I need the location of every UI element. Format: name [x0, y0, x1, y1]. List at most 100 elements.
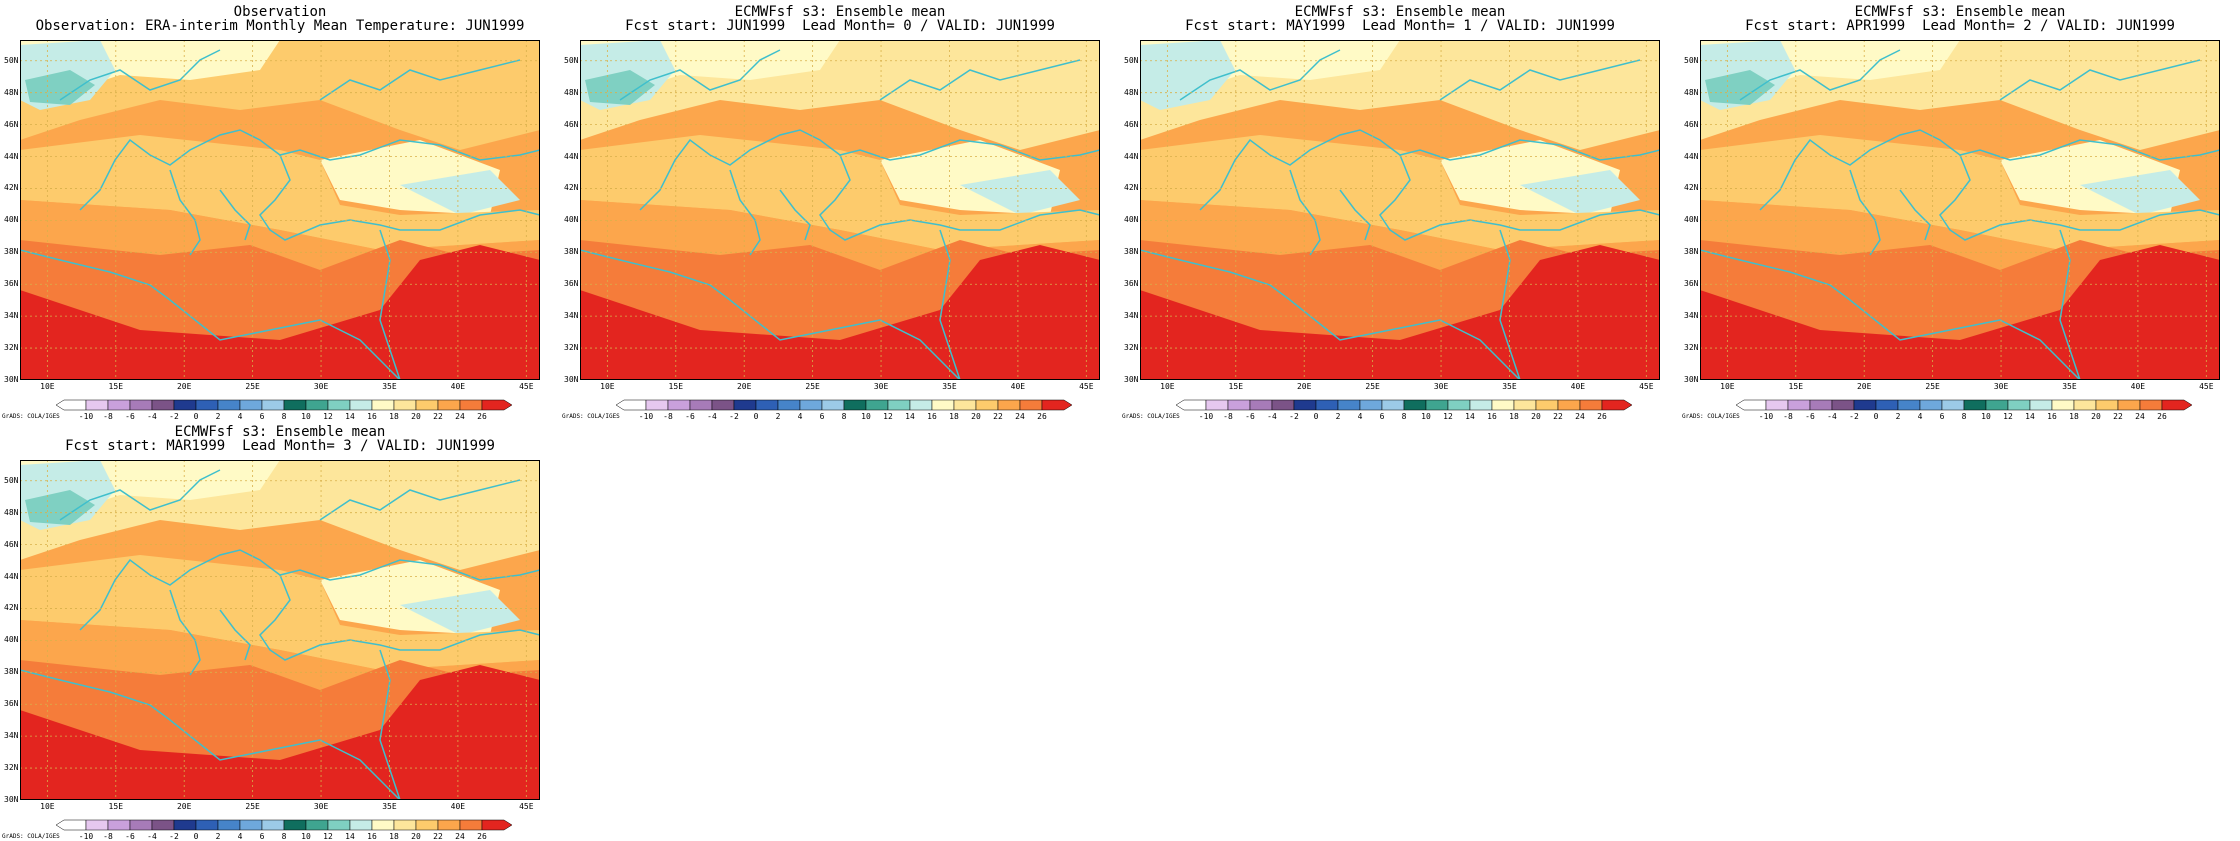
colorbar-label: 22: [1553, 412, 1563, 421]
colorbar-swatch: [349, 399, 373, 411]
colorbar-swatch: [1381, 399, 1405, 411]
colorbar-label: 22: [433, 832, 443, 841]
colorbar-swatch: [1249, 399, 1273, 411]
lat-label: 42N: [4, 183, 19, 193]
lat-label: 40N: [4, 215, 19, 225]
colorbar-label: 16: [367, 412, 377, 421]
lat-label: 48N: [1684, 87, 1699, 97]
coastline: [59, 49, 221, 101]
panel-subtitle: Observation: ERA-interim Monthly Mean Te…: [35, 18, 525, 34]
colorbar: [1176, 399, 1632, 411]
colorbar-swatch: [415, 399, 439, 411]
colorbar-label: -6: [1805, 412, 1815, 421]
panel-title: Observation: [233, 4, 327, 20]
colorbar-label: 10: [1981, 412, 1991, 421]
lat-label: 34N: [1684, 311, 1699, 321]
colorbar-label: -2: [1289, 412, 1299, 421]
coastline: [59, 469, 221, 521]
colorbar-label: 14: [1465, 412, 1475, 421]
colorbar-swatch: [2051, 399, 2075, 411]
colorbar-label: 14: [2025, 412, 2035, 421]
lat-label: 40N: [1684, 215, 1699, 225]
colorbar-swatch: [459, 819, 483, 831]
lat-label: 48N: [4, 507, 19, 517]
coastline: [819, 154, 1100, 241]
colorbar-swatch: [975, 399, 999, 411]
colorbar-label: 0: [1313, 412, 1319, 421]
lat-label: 36N: [1684, 279, 1699, 289]
grads-credit: GrADS: COLA/IGES: [1122, 413, 1180, 420]
field-teal-patch: [25, 70, 95, 105]
coastline: [2059, 229, 2081, 380]
colorbar-label: 2: [215, 412, 221, 421]
lat-label: 32N: [1124, 343, 1139, 353]
lat-label: 32N: [564, 343, 579, 353]
colorbar-label: 14: [345, 412, 355, 421]
colorbar-swatch: [305, 819, 329, 831]
colorbar-label: 6: [259, 412, 265, 421]
colorbar-label: 0: [193, 832, 199, 841]
map-frame: [1700, 40, 2220, 380]
field-south-hot: [580, 245, 1100, 380]
lon-label: 20E: [1296, 382, 1312, 391]
colorbar-swatch: [887, 399, 911, 411]
lat-label: 32N: [4, 763, 19, 773]
colorbar-label: -8: [103, 832, 113, 841]
coastline: [319, 479, 521, 521]
colorbar-swatch: [909, 399, 933, 411]
colorbar-swatch: [283, 819, 307, 831]
lon-label: 35E: [382, 382, 397, 391]
colorbar-swatch: [1579, 399, 1603, 411]
lon-label: 10E: [600, 382, 615, 391]
colorbar-label: -6: [1245, 412, 1255, 421]
lat-label: 46N: [1684, 119, 1699, 129]
colorbar-swatch: [1875, 399, 1899, 411]
panel-subtitle: Fcst start: MAR1999 Lead Month= 3 / VALI…: [65, 438, 495, 454]
colorbar-swatch: [777, 399, 801, 411]
map-svg: [580, 40, 1100, 380]
colorbar-label: 18: [389, 412, 399, 421]
coastline: [1199, 129, 1660, 211]
colorbar-label: 8: [281, 412, 287, 421]
lon-label: 15E: [1788, 382, 1804, 391]
map-frame: [580, 40, 1100, 380]
colorbar-swatch: [481, 819, 512, 831]
colorbar-label: -10: [1198, 412, 1214, 421]
coastline: [379, 229, 401, 380]
lat-label: 44N: [1684, 151, 1699, 161]
colorbar-label: 4: [237, 832, 243, 841]
lat-label: 48N: [564, 87, 579, 97]
colorbar-label: 4: [1357, 412, 1363, 421]
colorbar-swatch: [1601, 399, 1632, 411]
lon-label: 20E: [736, 382, 752, 391]
lon-label: 25E: [245, 802, 260, 811]
colorbar-swatch: [217, 819, 241, 831]
field-south-hot: [1700, 245, 2220, 380]
colorbar-label: 4: [797, 412, 803, 421]
colorbar-swatch: [667, 399, 691, 411]
field-anatolia-cool: [2080, 170, 2200, 215]
lat-label: 36N: [4, 279, 19, 289]
colorbar-swatch: [56, 399, 87, 411]
lon-label: 40E: [2130, 382, 2146, 391]
field-teal-patch: [1705, 70, 1775, 105]
colorbar-label: -10: [78, 412, 94, 421]
colorbar-label: 22: [993, 412, 1003, 421]
colorbar-label: 8: [1961, 412, 1967, 421]
lon-label: 35E: [942, 382, 957, 391]
colorbar-label: -6: [125, 832, 135, 841]
lat-label: 34N: [4, 311, 19, 321]
lon-label: 10E: [40, 382, 55, 391]
colorbar-label: 24: [455, 832, 465, 841]
map-frame: [20, 460, 540, 800]
colorbar-label: 10: [301, 412, 311, 421]
colorbar-swatch: [2117, 399, 2141, 411]
lat-label: 50N: [1684, 55, 1699, 65]
coastline: [219, 189, 251, 241]
coastline: [1700, 249, 2081, 380]
colorbar-swatch: [173, 819, 197, 831]
colorbar-swatch: [1271, 399, 1295, 411]
lat-label: 30N: [4, 795, 19, 804]
coastline: [1439, 59, 1641, 101]
lon-label: 15E: [668, 382, 684, 391]
